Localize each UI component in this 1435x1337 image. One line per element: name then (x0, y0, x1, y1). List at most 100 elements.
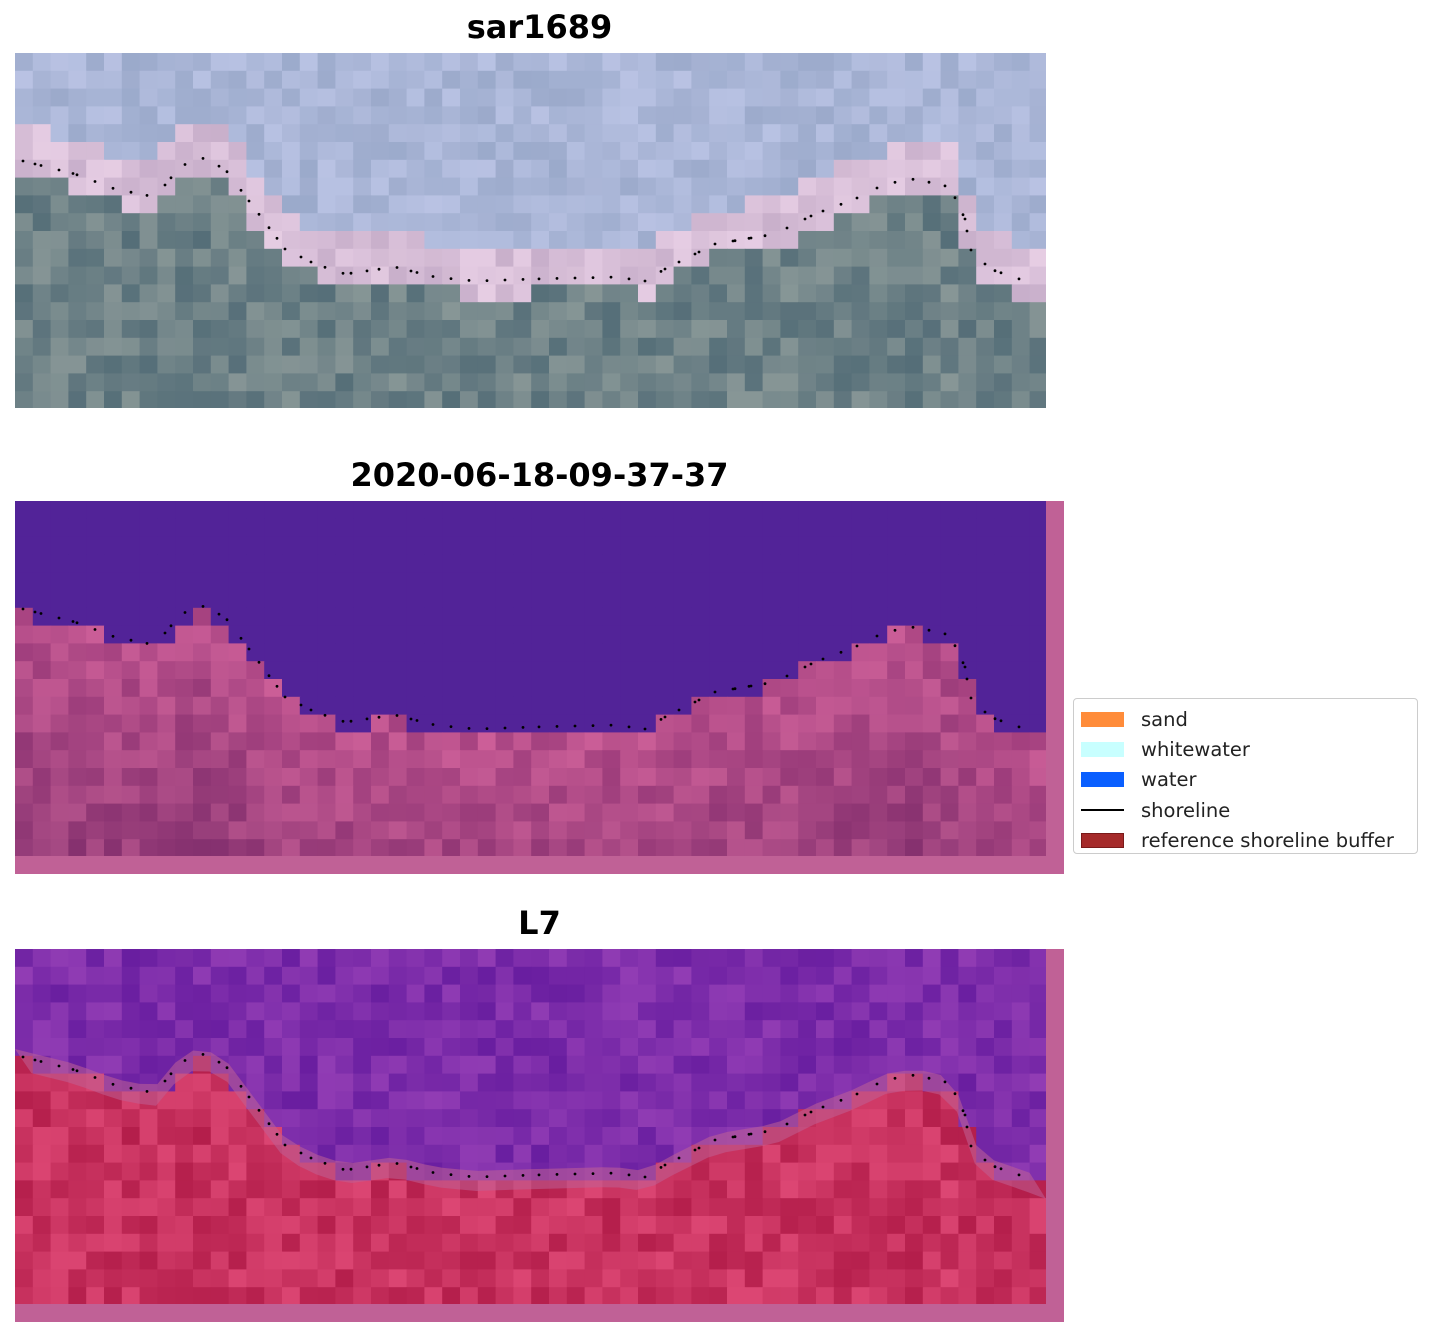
image-pixel (193, 373, 212, 392)
shoreline-point (377, 267, 381, 271)
image-pixel (940, 1002, 959, 1021)
image-pixel (50, 590, 69, 609)
image-pixel (620, 714, 639, 733)
image-pixel (727, 966, 746, 986)
image-pixel (816, 1216, 835, 1235)
image-pixel (958, 1287, 977, 1306)
image-pixel (477, 625, 497, 644)
image-pixel (32, 213, 52, 232)
image-pixel (246, 266, 265, 285)
image-pixel (566, 391, 586, 408)
shoreline-point (961, 213, 965, 217)
image-pixel (460, 1091, 479, 1110)
image-pixel (406, 785, 425, 805)
image-pixel (994, 1038, 1013, 1057)
image-pixel (210, 106, 230, 125)
image-pixel (1029, 124, 1046, 143)
image-pixel (727, 213, 746, 232)
image-pixel (566, 1287, 586, 1306)
image-pixel (958, 625, 977, 644)
image-pixel (584, 337, 603, 357)
image-pixel (958, 1180, 977, 1199)
image-pixel (317, 1287, 336, 1306)
image-pixel (531, 320, 550, 339)
image-pixel (816, 1180, 835, 1199)
image-pixel (15, 714, 34, 733)
image-pixel (762, 501, 781, 520)
image-pixel (851, 88, 870, 107)
image-pixel (638, 1020, 657, 1039)
image-pixel (68, 1233, 87, 1253)
image-pixel (424, 768, 443, 787)
image-pixel (905, 1287, 924, 1306)
image-pixel (709, 1073, 728, 1092)
image-pixel (602, 1127, 621, 1146)
image-pixel (940, 124, 959, 143)
image-pixel (246, 625, 265, 644)
image-pixel (816, 195, 835, 214)
image-pixel (976, 106, 995, 125)
image-pixel (68, 337, 87, 357)
image-pixel (762, 661, 781, 680)
image-pixel (816, 607, 835, 627)
image-pixel (121, 966, 141, 986)
image-pixel (851, 248, 870, 268)
image-pixel (513, 355, 532, 374)
image-pixel (495, 1287, 514, 1306)
image-pixel (727, 590, 746, 609)
image-pixel (833, 1162, 853, 1181)
image-pixel (424, 1002, 443, 1021)
image-pixel (798, 213, 817, 232)
image-pixel (104, 195, 123, 214)
image-pixel (709, 643, 728, 662)
image-pixel (976, 714, 995, 733)
image-pixel (388, 1180, 408, 1199)
image-pixel (602, 785, 621, 805)
image-pixel (744, 302, 764, 321)
image-pixel (940, 1038, 959, 1057)
image-pixel (299, 1216, 319, 1235)
image-pixel (104, 590, 123, 609)
image-pixel (513, 643, 532, 662)
image-pixel (1029, 536, 1048, 555)
image-pixel (673, 518, 692, 538)
shoreline-point (963, 665, 967, 669)
image-pixel (940, 1020, 959, 1039)
image-pixel (833, 607, 853, 627)
shoreline-point (485, 1175, 489, 1178)
image-pixel (1029, 966, 1048, 986)
image-pixel (335, 1127, 354, 1146)
image-pixel (584, 1198, 603, 1217)
image-pixel (780, 1091, 799, 1110)
image-pixel (958, 966, 977, 986)
image-pixel (317, 714, 336, 733)
image-pixel (709, 501, 728, 520)
image-pixel (282, 266, 301, 285)
image-pixel (833, 1216, 853, 1235)
image-pixel (228, 266, 247, 285)
image-pixel (388, 1216, 408, 1235)
image-pixel (602, 284, 621, 303)
image-pixel (833, 750, 853, 769)
image-pixel (139, 590, 158, 609)
image-pixel (157, 391, 176, 408)
image-pixel (104, 106, 123, 125)
image-pixel (673, 142, 692, 161)
image-pixel (976, 768, 995, 787)
shoreline-point (963, 217, 967, 221)
image-pixel (228, 1038, 247, 1057)
image-pixel (744, 572, 764, 591)
image-pixel (139, 1055, 158, 1075)
image-pixel (424, 643, 443, 662)
image-pixel (299, 1055, 319, 1075)
image-pixel (976, 373, 995, 392)
image-pixel (994, 1251, 1013, 1270)
image-pixel (477, 1127, 497, 1146)
image-pixel (727, 391, 746, 408)
image-pixel (691, 679, 710, 698)
image-pixel (798, 661, 817, 680)
image-pixel (335, 1002, 354, 1021)
image-pixel (798, 231, 817, 250)
image-pixel (15, 839, 34, 858)
image-pixel (620, 679, 639, 698)
